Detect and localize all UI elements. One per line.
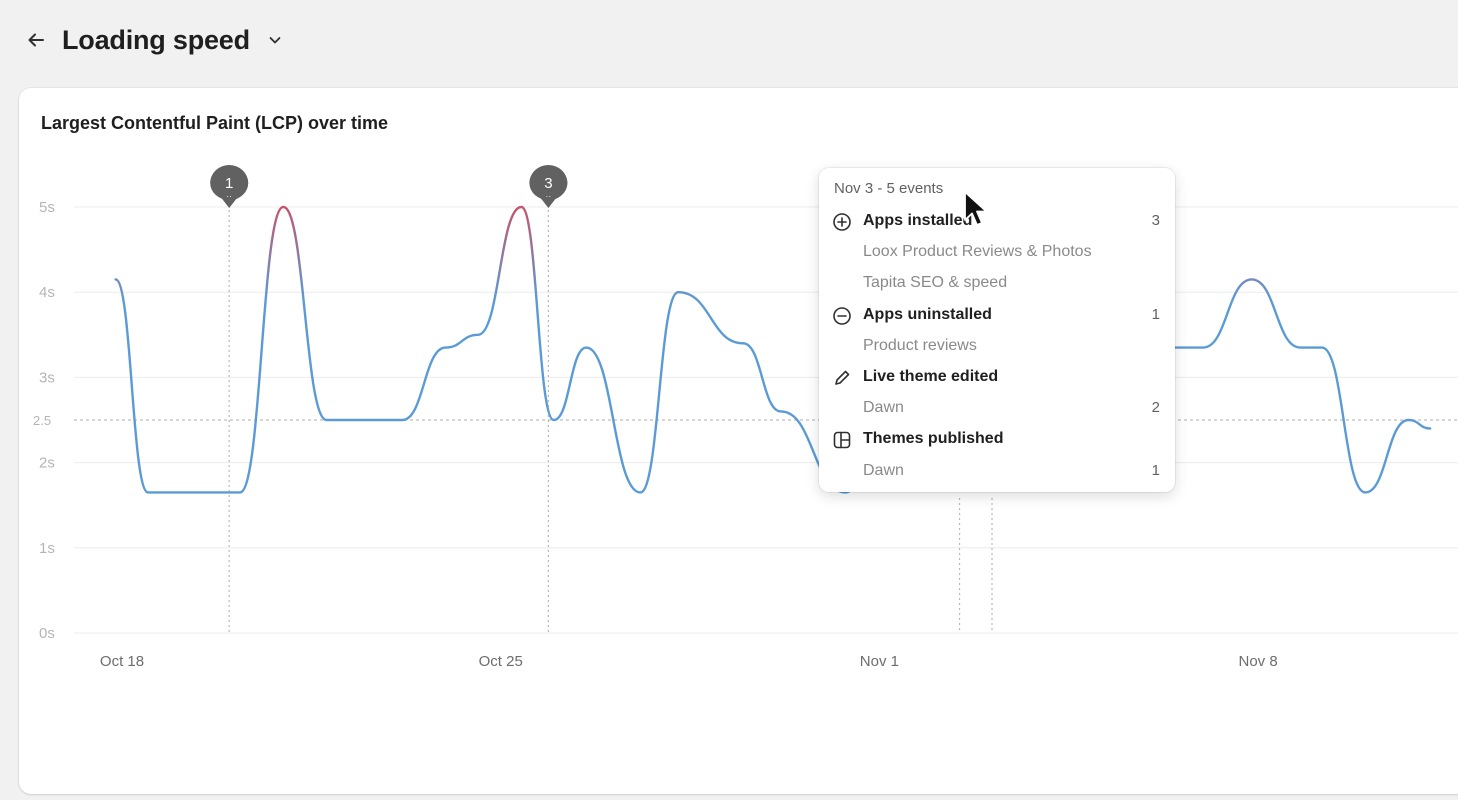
tooltip-item-name: Loox Product Reviews & Photos <box>863 243 1092 261</box>
card-title: Largest Contentful Paint (LCP) over time <box>41 113 389 133</box>
tooltip-section-row: Apps uninstalled 1 <box>819 302 1175 330</box>
x-tick-label: Oct 25 <box>479 653 523 670</box>
back-button[interactable] <box>24 28 48 52</box>
x-tick-label: Nov 8 <box>1239 653 1278 670</box>
y-tick-label: 4s <box>39 284 55 301</box>
page-title: Loading speed <box>62 24 250 55</box>
tooltip-item-row: Dawn 2 <box>819 395 1175 423</box>
event-marker-badge-body <box>529 166 568 200</box>
tooltip-section-row: Apps installed 3 <box>819 208 1175 236</box>
lcp-chart-card: Largest Contentful Paint (LCP) over time… <box>19 88 1458 794</box>
tooltip-section-row: Live theme edited <box>819 364 1175 392</box>
tooltip-item-row: Tapita SEO & speed <box>819 270 1175 298</box>
minus-circle-icon <box>833 306 851 325</box>
y-tick-label: 3s <box>39 369 55 386</box>
y-tick-label: 0s <box>39 625 55 642</box>
tooltip-item-row: Product reviews <box>819 333 1175 361</box>
x-tick-label: Oct 18 <box>100 653 144 670</box>
plus-circle-icon <box>833 213 851 231</box>
title-dropdown-button[interactable] <box>264 29 286 51</box>
tooltip-item-row: Dawn 1 <box>819 458 1175 486</box>
tooltip-section-label: Live theme edited <box>863 368 999 385</box>
tooltip-section-count: 1 <box>1151 305 1160 323</box>
event-marker-label: 3 <box>544 175 552 192</box>
tooltip-section-count: 3 <box>1151 212 1160 229</box>
x-tick-label: Nov 1 <box>860 653 899 670</box>
tooltip-item-count: 1 <box>1151 461 1160 479</box>
tooltip-item-name: Dawn <box>863 461 904 479</box>
y-tick-label: 1s <box>39 540 55 557</box>
tooltip-section-label: Themes published <box>863 430 1004 448</box>
y-tick-label: 5s <box>39 199 55 216</box>
y-tick-label: 2.5 <box>33 413 51 428</box>
mouse-cursor-icon <box>964 191 988 226</box>
chevron-down-icon <box>269 37 281 44</box>
y-tick-label: 2s <box>39 455 55 472</box>
event-marker-label: 1 <box>225 175 233 192</box>
event-marker-badge-body <box>210 166 249 200</box>
tooltip-section-label: Apps installed <box>863 212 973 229</box>
pencil-icon <box>835 370 850 385</box>
lcp-series-line <box>114 205 1432 494</box>
event-marker-dots: ·· <box>545 191 551 201</box>
page-header: Loading speed <box>24 20 286 60</box>
tooltip-item-count: 2 <box>1151 399 1160 417</box>
layout-icon <box>833 432 851 449</box>
tooltip-item-name: Tapita SEO & speed <box>863 274 1008 292</box>
event-marker-dots: ·· <box>226 191 232 201</box>
tooltip-section-row: Themes published <box>819 426 1175 454</box>
tooltip-item-name: Dawn <box>863 399 904 417</box>
events-tooltip: Nov 3 - 5 events Apps installed 3 Loox Pro… <box>819 168 1175 492</box>
tooltip-section-label: Apps uninstalled <box>863 305 992 323</box>
tooltip-item-name: Product reviews <box>863 336 977 354</box>
arrow-left-icon <box>28 33 44 47</box>
tooltip-item-row: Loox Product Reviews & Photos <box>819 239 1175 267</box>
tooltip-header: Nov 3 - 5 events <box>834 180 944 197</box>
